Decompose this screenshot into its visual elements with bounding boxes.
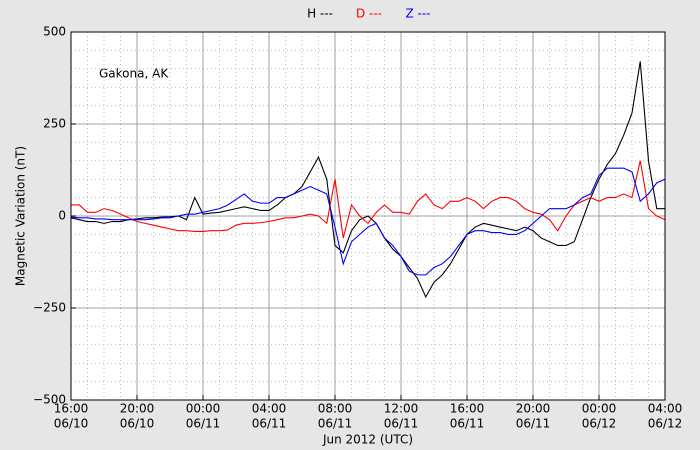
- x-tick-label: 04:00: [648, 402, 683, 416]
- series-line: [70, 61, 665, 299]
- x-tick-label: 06/11: [252, 417, 287, 431]
- x-tick-label: 06/11: [318, 417, 353, 431]
- x-tick-label: 16:00: [450, 402, 485, 416]
- x-tick-label: 00:00: [186, 402, 221, 416]
- x-tick-label: 06/10: [120, 417, 155, 431]
- y-tick-label: −500: [33, 393, 66, 407]
- x-tick-label: 06/11: [450, 417, 485, 431]
- x-tick-label: 06/12: [648, 417, 683, 431]
- plot-frame: [70, 31, 666, 401]
- x-tick-label: 20:00: [120, 402, 155, 416]
- y-tick-label: 500: [43, 25, 66, 39]
- series-line: [70, 167, 666, 276]
- x-tick-label: 06/11: [384, 417, 419, 431]
- x-tick-label: 04:00: [252, 402, 287, 416]
- legend-entry: D ---: [356, 7, 382, 21]
- x-axis-label: Jun 2012 (UTC): [322, 433, 413, 447]
- series-line: [71, 160, 666, 239]
- x-tick-label: 00:00: [582, 402, 617, 416]
- y-tick-label: −250: [33, 301, 66, 315]
- x-tick-label: 06/11: [186, 417, 221, 431]
- legend-entry: Z ---: [405, 7, 430, 21]
- x-tick-label: 06/11: [516, 417, 551, 431]
- x-tick-label: 08:00: [318, 402, 353, 416]
- x-tick-label: 16:00: [54, 402, 89, 416]
- y-axis-label: Magnetic Variation (nT): [14, 146, 28, 286]
- x-tick-label: 12:00: [384, 402, 419, 416]
- y-tick-label: 250: [43, 117, 66, 131]
- y-tick-label: 0: [58, 209, 66, 223]
- annotation: Gakona, AK: [99, 67, 169, 81]
- x-tick-label: 06/10: [54, 417, 89, 431]
- x-tick-label: 06/12: [582, 417, 617, 431]
- legend-entry: H ---: [307, 7, 333, 21]
- x-tick-label: 20:00: [516, 402, 551, 416]
